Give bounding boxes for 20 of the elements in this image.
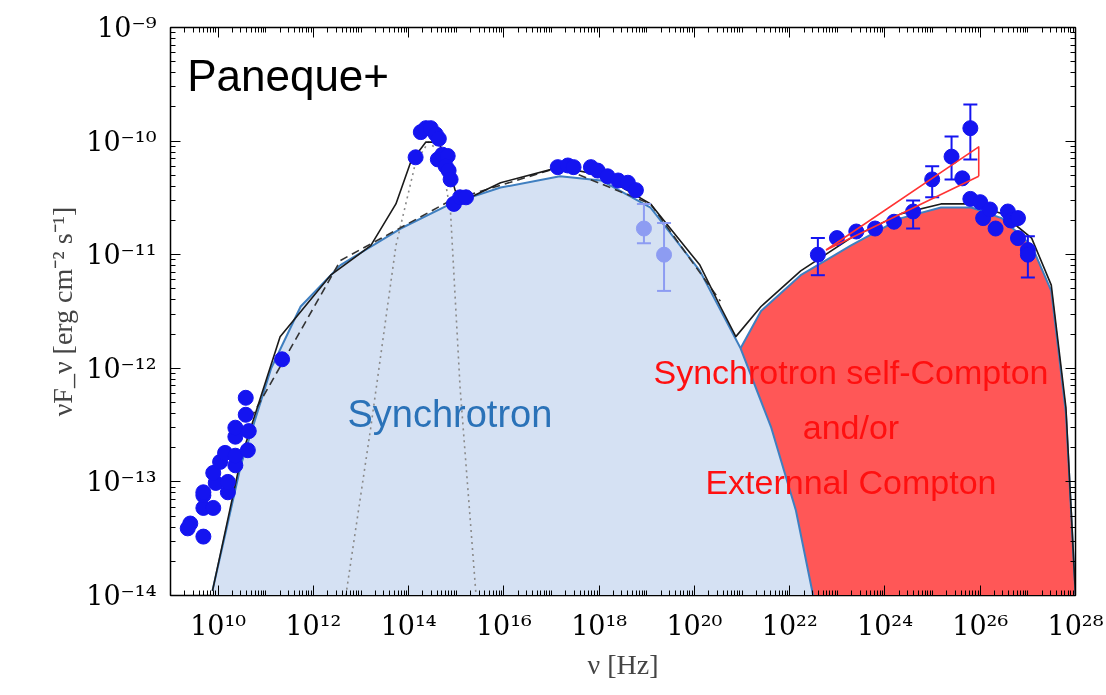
x-tick-label: 10¹⁴: [380, 609, 437, 641]
x-tick-label: 10¹²: [285, 609, 342, 641]
series-label: Synchrotron: [347, 392, 553, 435]
x-tick-label: 10²⁰: [666, 609, 723, 641]
y-tick-label: 10⁻¹⁰: [86, 125, 157, 157]
x-axis-title: ν [Hz]: [587, 648, 659, 680]
y-tick-label: 10⁻⁹: [97, 12, 157, 43]
y-tick-label: 10⁻¹¹: [86, 239, 157, 271]
y-tick-label: 10⁻¹²: [86, 352, 157, 384]
x-tick-label: 10²²: [761, 609, 818, 641]
y-tick-label: 10⁻¹⁴: [86, 580, 157, 611]
x-tick-label: 10²⁶: [952, 609, 1009, 641]
x-tick-label: 10¹⁸: [571, 609, 628, 641]
x-tick-label: 10²⁴: [856, 609, 913, 641]
x-tick-label: 10¹⁰: [190, 609, 247, 641]
y-axis-title: νF_ν [erg cm⁻² s⁻¹]: [47, 206, 79, 417]
annotation: Paneque+: [187, 50, 390, 100]
y-tick-label: 10⁻¹³: [86, 466, 157, 498]
x-tick-label: 10¹⁶: [475, 609, 533, 641]
x-tick-label: 10²⁸: [1047, 609, 1104, 641]
